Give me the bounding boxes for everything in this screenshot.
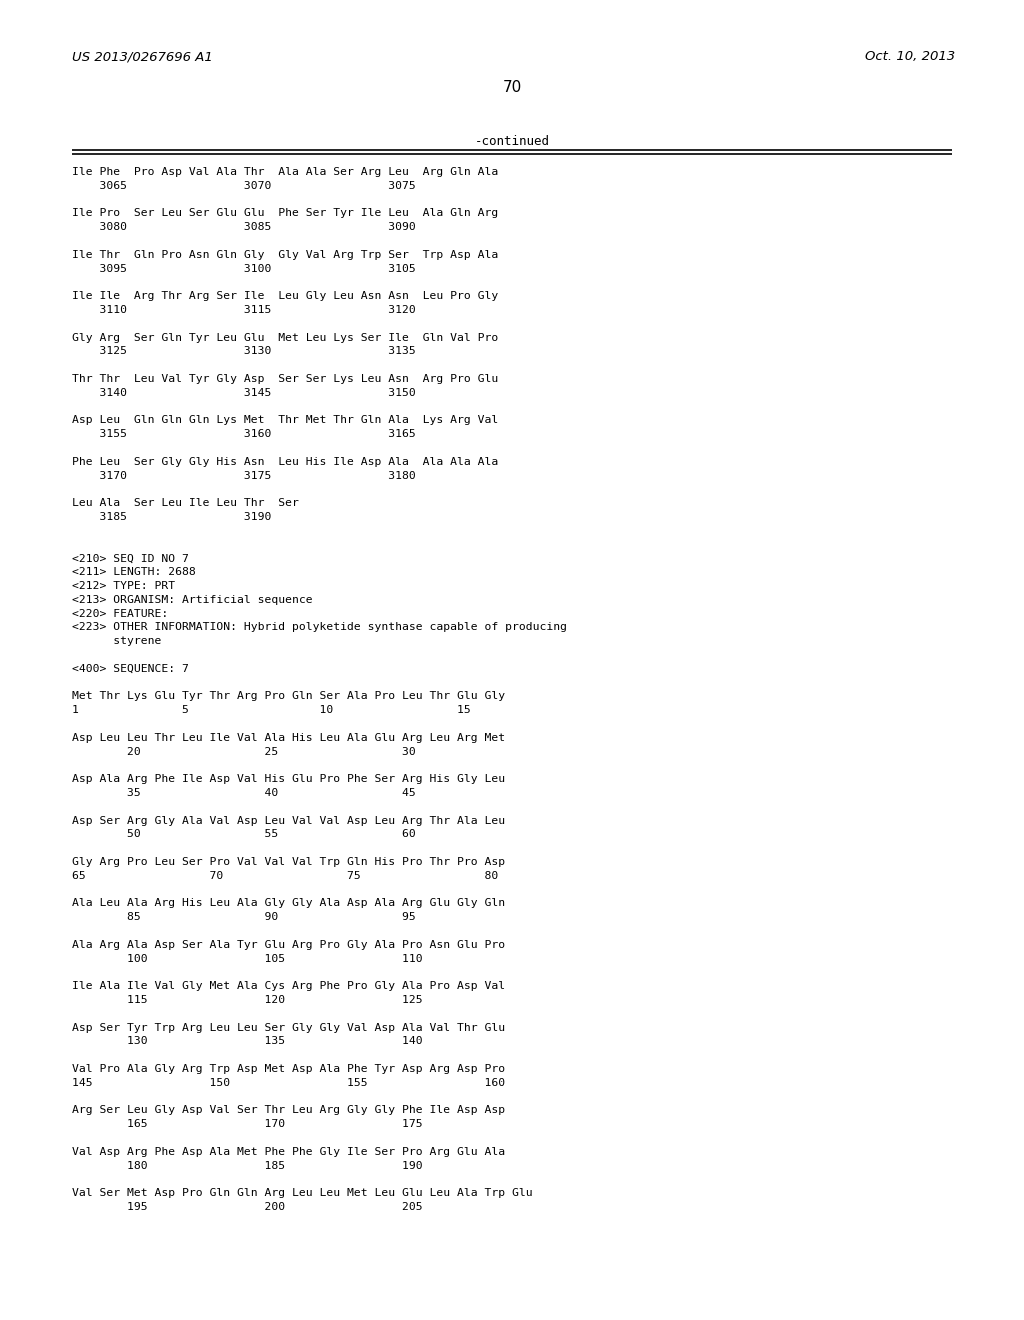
Text: 3155                 3160                 3165: 3155 3160 3165 — [72, 429, 416, 440]
Text: styrene: styrene — [72, 636, 162, 647]
Text: 145                 150                 155                 160: 145 150 155 160 — [72, 1078, 505, 1088]
Text: Val Pro Ala Gly Arg Trp Asp Met Asp Ala Phe Tyr Asp Arg Asp Pro: Val Pro Ala Gly Arg Trp Asp Met Asp Ala … — [72, 1064, 505, 1074]
Text: 3080                 3085                 3090: 3080 3085 3090 — [72, 222, 416, 232]
Text: 70: 70 — [503, 81, 521, 95]
Text: Leu Ala  Ser Leu Ile Leu Thr  Ser: Leu Ala Ser Leu Ile Leu Thr Ser — [72, 498, 299, 508]
Text: Asp Ser Arg Gly Ala Val Asp Leu Val Val Asp Leu Arg Thr Ala Leu: Asp Ser Arg Gly Ala Val Asp Leu Val Val … — [72, 816, 505, 825]
Text: 3185                 3190: 3185 3190 — [72, 512, 271, 521]
Text: <210> SEQ ID NO 7: <210> SEQ ID NO 7 — [72, 553, 188, 564]
Text: 3170                 3175                 3180: 3170 3175 3180 — [72, 471, 416, 480]
Text: 50                  55                  60: 50 55 60 — [72, 829, 416, 840]
Text: Asp Ala Arg Phe Ile Asp Val His Glu Pro Phe Ser Arg His Gly Leu: Asp Ala Arg Phe Ile Asp Val His Glu Pro … — [72, 775, 505, 784]
Text: 35                  40                  45: 35 40 45 — [72, 788, 416, 799]
Text: Ile Ile  Arg Thr Arg Ser Ile  Leu Gly Leu Asn Asn  Leu Pro Gly: Ile Ile Arg Thr Arg Ser Ile Leu Gly Leu … — [72, 292, 499, 301]
Text: 3095                 3100                 3105: 3095 3100 3105 — [72, 264, 416, 273]
Text: Met Thr Lys Glu Tyr Thr Arg Pro Gln Ser Ala Pro Leu Thr Glu Gly: Met Thr Lys Glu Tyr Thr Arg Pro Gln Ser … — [72, 692, 505, 701]
Text: 3110                 3115                 3120: 3110 3115 3120 — [72, 305, 416, 315]
Text: 180                 185                 190: 180 185 190 — [72, 1160, 423, 1171]
Text: 20                  25                  30: 20 25 30 — [72, 747, 416, 756]
Text: Phe Leu  Ser Gly Gly His Asn  Leu His Ile Asp Ala  Ala Ala Ala: Phe Leu Ser Gly Gly His Asn Leu His Ile … — [72, 457, 499, 467]
Text: Gly Arg  Ser Gln Tyr Leu Glu  Met Leu Lys Ser Ile  Gln Val Pro: Gly Arg Ser Gln Tyr Leu Glu Met Leu Lys … — [72, 333, 499, 343]
Text: 115                 120                 125: 115 120 125 — [72, 995, 423, 1005]
Text: Ile Pro  Ser Leu Ser Glu Glu  Phe Ser Tyr Ile Leu  Ala Gln Arg: Ile Pro Ser Leu Ser Glu Glu Phe Ser Tyr … — [72, 209, 499, 218]
Text: <213> ORGANISM: Artificial sequence: <213> ORGANISM: Artificial sequence — [72, 595, 312, 605]
Text: <400> SEQUENCE: 7: <400> SEQUENCE: 7 — [72, 664, 188, 673]
Text: Ile Thr  Gln Pro Asn Gln Gly  Gly Val Arg Trp Ser  Trp Asp Ala: Ile Thr Gln Pro Asn Gln Gly Gly Val Arg … — [72, 249, 499, 260]
Text: <220> FEATURE:: <220> FEATURE: — [72, 609, 168, 619]
Text: Asp Ser Tyr Trp Arg Leu Leu Ser Gly Gly Val Asp Ala Val Thr Glu: Asp Ser Tyr Trp Arg Leu Leu Ser Gly Gly … — [72, 1023, 505, 1032]
Text: Gly Arg Pro Leu Ser Pro Val Val Val Trp Gln His Pro Thr Pro Asp: Gly Arg Pro Leu Ser Pro Val Val Val Trp … — [72, 857, 505, 867]
Text: 3065                 3070                 3075: 3065 3070 3075 — [72, 181, 416, 191]
Text: Val Ser Met Asp Pro Gln Gln Arg Leu Leu Met Leu Glu Leu Ala Trp Glu: Val Ser Met Asp Pro Gln Gln Arg Leu Leu … — [72, 1188, 532, 1199]
Text: 3140                 3145                 3150: 3140 3145 3150 — [72, 388, 416, 397]
Text: 3125                 3130                 3135: 3125 3130 3135 — [72, 346, 416, 356]
Text: Asp Leu Leu Thr Leu Ile Val Ala His Leu Ala Glu Arg Leu Arg Met: Asp Leu Leu Thr Leu Ile Val Ala His Leu … — [72, 733, 505, 743]
Text: Ala Arg Ala Asp Ser Ala Tyr Glu Arg Pro Gly Ala Pro Asn Glu Pro: Ala Arg Ala Asp Ser Ala Tyr Glu Arg Pro … — [72, 940, 505, 950]
Text: Ile Ala Ile Val Gly Met Ala Cys Arg Phe Pro Gly Ala Pro Asp Val: Ile Ala Ile Val Gly Met Ala Cys Arg Phe … — [72, 981, 505, 991]
Text: Val Asp Arg Phe Asp Ala Met Phe Phe Gly Ile Ser Pro Arg Glu Ala: Val Asp Arg Phe Asp Ala Met Phe Phe Gly … — [72, 1147, 505, 1156]
Text: <211> LENGTH: 2688: <211> LENGTH: 2688 — [72, 568, 196, 577]
Text: 65                  70                  75                  80: 65 70 75 80 — [72, 871, 499, 880]
Text: Thr Thr  Leu Val Tyr Gly Asp  Ser Ser Lys Leu Asn  Arg Pro Glu: Thr Thr Leu Val Tyr Gly Asp Ser Ser Lys … — [72, 374, 499, 384]
Text: 100                 105                 110: 100 105 110 — [72, 953, 423, 964]
Text: 1               5                   10                  15: 1 5 10 15 — [72, 705, 471, 715]
Text: <223> OTHER INFORMATION: Hybrid polyketide synthase capable of producing: <223> OTHER INFORMATION: Hybrid polyketi… — [72, 623, 567, 632]
Text: Ala Leu Ala Arg His Leu Ala Gly Gly Ala Asp Ala Arg Glu Gly Gln: Ala Leu Ala Arg His Leu Ala Gly Gly Ala … — [72, 899, 505, 908]
Text: 195                 200                 205: 195 200 205 — [72, 1203, 423, 1212]
Text: Oct. 10, 2013: Oct. 10, 2013 — [865, 50, 955, 63]
Text: US 2013/0267696 A1: US 2013/0267696 A1 — [72, 50, 213, 63]
Text: Arg Ser Leu Gly Asp Val Ser Thr Leu Arg Gly Gly Phe Ile Asp Asp: Arg Ser Leu Gly Asp Val Ser Thr Leu Arg … — [72, 1105, 505, 1115]
Text: Asp Leu  Gln Gln Gln Lys Met  Thr Met Thr Gln Ala  Lys Arg Val: Asp Leu Gln Gln Gln Lys Met Thr Met Thr … — [72, 416, 499, 425]
Text: 165                 170                 175: 165 170 175 — [72, 1119, 423, 1129]
Text: Ile Phe  Pro Asp Val Ala Thr  Ala Ala Ser Arg Leu  Arg Gln Ala: Ile Phe Pro Asp Val Ala Thr Ala Ala Ser … — [72, 168, 499, 177]
Text: 130                 135                 140: 130 135 140 — [72, 1036, 423, 1047]
Text: <212> TYPE: PRT: <212> TYPE: PRT — [72, 581, 175, 591]
Text: 85                  90                  95: 85 90 95 — [72, 912, 416, 923]
Text: -continued: -continued — [474, 135, 550, 148]
